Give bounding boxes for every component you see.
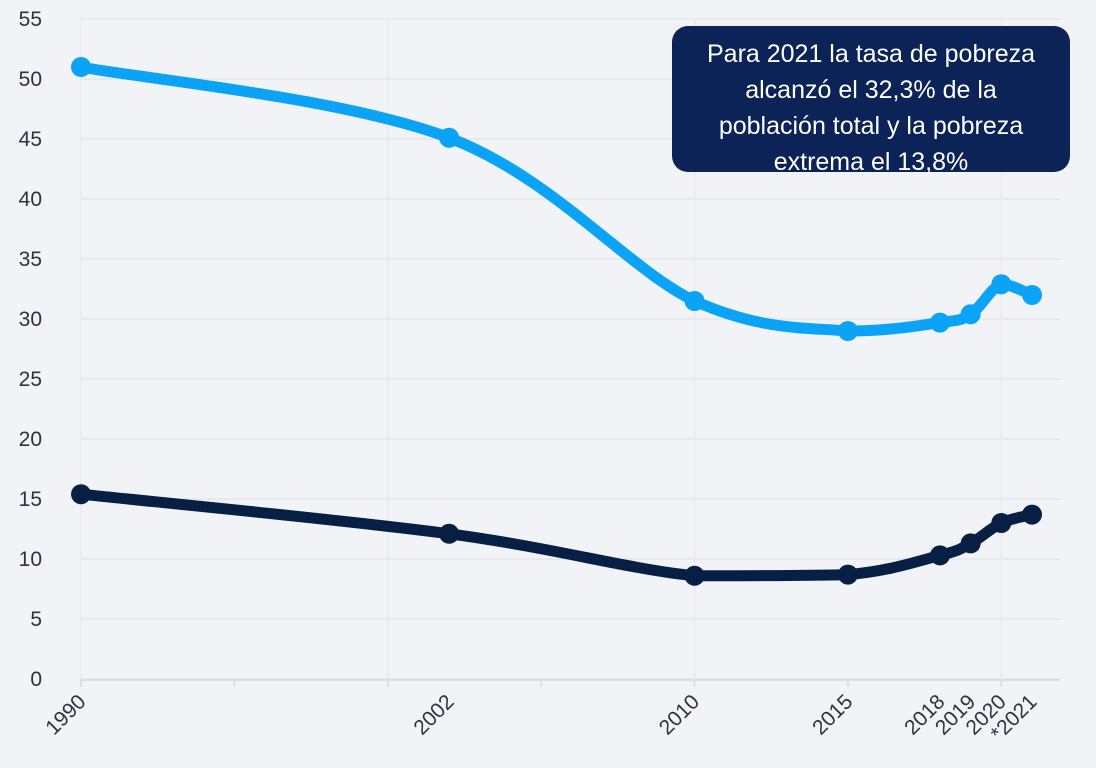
- y-tick-label: 40: [19, 188, 42, 211]
- data-point: [71, 57, 91, 77]
- y-tick-label: 25: [19, 368, 42, 391]
- data-point: [991, 513, 1012, 533]
- series-line-1: [75, 61, 1038, 337]
- data-point: [929, 545, 950, 566]
- data-point: [684, 291, 705, 311]
- data-point: [837, 321, 858, 341]
- y-tick-label: 20: [19, 428, 42, 451]
- x-tick-label: 2002: [409, 690, 458, 739]
- y-tick-label: 10: [19, 548, 42, 571]
- y-tick-label: 15: [19, 488, 42, 511]
- y-tick-label: 50: [19, 68, 42, 91]
- data-point: [960, 304, 981, 325]
- data-point: [991, 274, 1012, 295]
- y-tick-label: 30: [19, 308, 42, 331]
- data-point: [439, 127, 460, 148]
- data-points: [71, 57, 1042, 586]
- series-lines: [75, 61, 1038, 582]
- x-tick-label: 1990: [41, 690, 90, 739]
- y-tick-label: 45: [19, 128, 42, 151]
- y-tick-label: 55: [19, 8, 42, 31]
- annotation-callout: Para 2021 la tasa de pobreza alcanzó el …: [672, 26, 1070, 176]
- y-tick-label: 35: [19, 248, 42, 271]
- y-tick-label: 0: [30, 668, 42, 691]
- data-point: [439, 523, 460, 544]
- y-tick-label: 5: [30, 608, 42, 631]
- data-point: [71, 484, 91, 505]
- gridlines: [80, 18, 1060, 680]
- x-tick-label: 2015: [808, 690, 857, 739]
- data-point: [1022, 285, 1042, 305]
- data-point: [1022, 504, 1042, 525]
- x-tick-label: 2010: [655, 690, 704, 739]
- data-point: [684, 565, 705, 586]
- data-point: [929, 312, 950, 333]
- data-point: [837, 564, 858, 585]
- series-line-2: [75, 488, 1038, 582]
- data-point: [960, 533, 981, 554]
